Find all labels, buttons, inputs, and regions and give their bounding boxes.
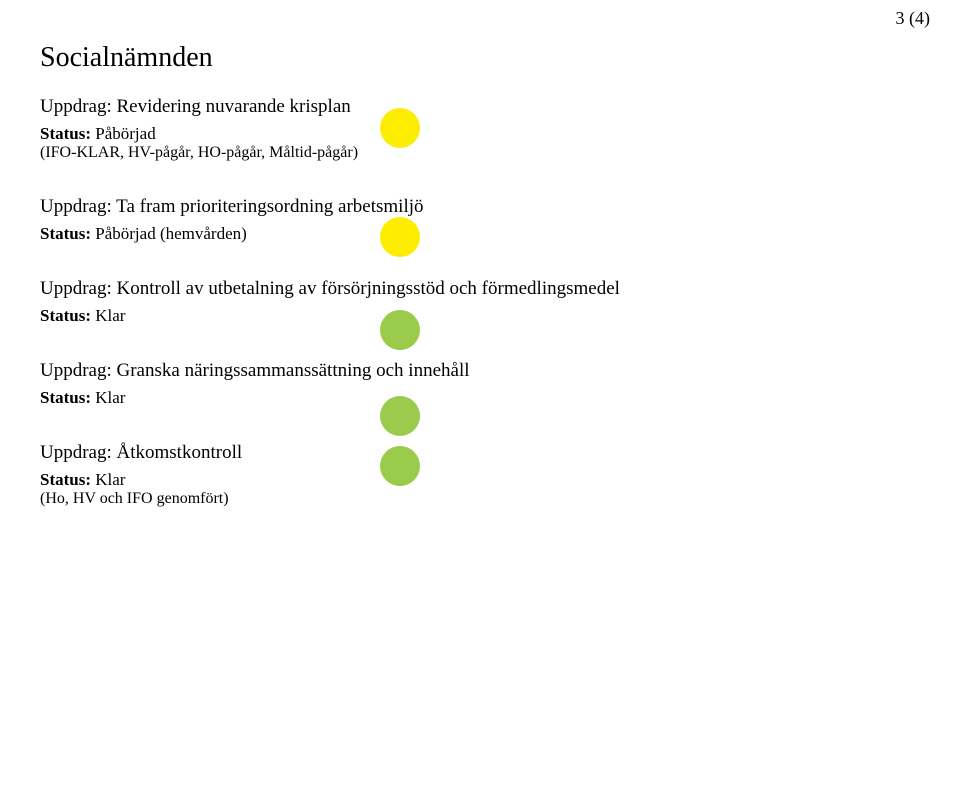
status-dot-icon	[380, 446, 420, 486]
status-dot-icon	[380, 217, 420, 257]
status-label: Status:	[40, 388, 91, 407]
task-title: Uppdrag: Kontroll av utbetalning av förs…	[40, 278, 920, 300]
status-row: Status: Påbörjad	[40, 124, 920, 144]
page-number: 3 (4)	[896, 8, 931, 29]
status-label: Status:	[40, 224, 91, 243]
task-note: (IFO-KLAR, HV-pågår, HO-pågår, Måltid-på…	[40, 144, 920, 162]
status-row: Status: Klar	[40, 470, 920, 490]
page: 3 (4) Socialnämnden Uppdrag: Revidering …	[0, 0, 960, 562]
status-value: Klar	[95, 470, 125, 489]
status-value: Klar	[95, 306, 125, 325]
task-title: Uppdrag: Åtkomstkontroll	[40, 442, 920, 464]
task-title: Uppdrag: Revidering nuvarande krisplan	[40, 96, 920, 118]
status-row: Status: Klar	[40, 388, 920, 408]
task-note: (Ho, HV och IFO genomfört)	[40, 490, 920, 508]
task-block: Uppdrag: Kontroll av utbetalning av förs…	[40, 278, 920, 326]
status-label: Status:	[40, 306, 91, 325]
status-row: Status: Klar	[40, 306, 920, 326]
status-value: Klar	[95, 388, 125, 407]
status-label: Status:	[40, 470, 91, 489]
status-dot-icon	[380, 396, 420, 436]
status-row: Status: Påbörjad (hemvården)	[40, 224, 920, 244]
status-dot-icon	[380, 310, 420, 350]
task-block: Uppdrag: Revidering nuvarande krisplan S…	[40, 96, 920, 162]
task-block: Uppdrag: Ta fram prioriteringsordning ar…	[40, 196, 920, 244]
status-label: Status:	[40, 124, 91, 143]
task-title: Uppdrag: Granska näringssammanssättning …	[40, 360, 920, 382]
status-value: Påbörjad (hemvården)	[95, 224, 247, 243]
status-value: Påbörjad	[95, 124, 155, 143]
task-title: Uppdrag: Ta fram prioriteringsordning ar…	[40, 196, 920, 218]
task-block: Uppdrag: Åtkomstkontroll Status: Klar (H…	[40, 442, 920, 508]
page-title: Socialnämnden	[40, 42, 920, 74]
status-dot-icon	[380, 108, 420, 148]
task-block: Uppdrag: Granska näringssammanssättning …	[40, 360, 920, 408]
